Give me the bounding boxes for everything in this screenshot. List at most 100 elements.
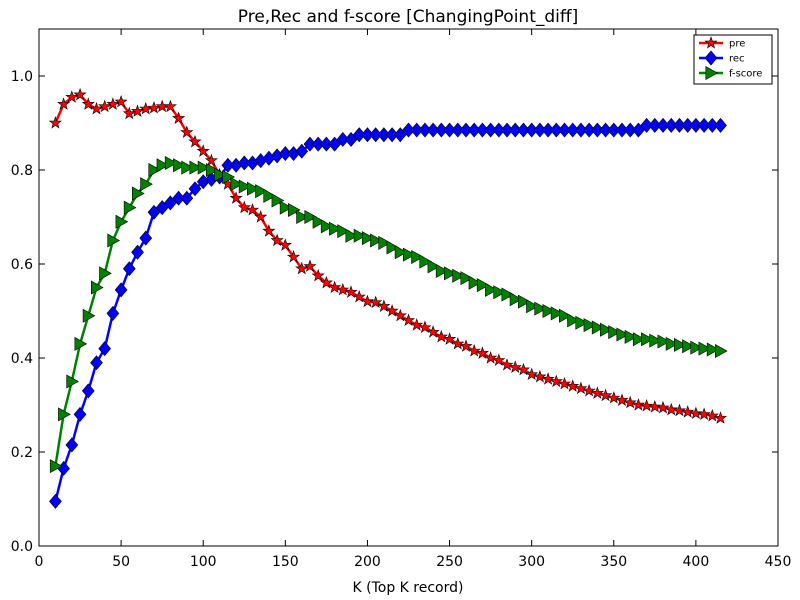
data-point-f-score [140, 177, 153, 192]
data-point-pre [656, 400, 670, 414]
y-tick-label: 0.0 [11, 539, 33, 555]
data-point-f-score [279, 200, 293, 215]
x-axis-label: K (Top K record) [353, 580, 464, 596]
x-tick-label: 50 [112, 554, 130, 570]
data-point-f-score [181, 160, 194, 175]
data-point-pre [615, 393, 629, 406]
data-point-pre [541, 372, 555, 385]
data-point-pre [648, 399, 662, 413]
data-point-f-score [411, 249, 424, 264]
data-point-pre [484, 351, 498, 364]
data-point-f-score [82, 308, 96, 323]
data-point-f-score [591, 320, 605, 335]
data-point-pre [574, 381, 588, 395]
data-point-pre [106, 97, 120, 110]
data-point-f-score [698, 341, 712, 356]
data-point-f-score [205, 162, 219, 178]
data-point-pre [566, 379, 580, 392]
data-point-rec [49, 493, 62, 509]
data-point-f-score [427, 259, 441, 274]
data-point-rec [131, 244, 144, 260]
data-point-f-score [550, 306, 564, 321]
data-point-f-score [690, 340, 704, 355]
x-tick-label: 100 [190, 554, 217, 570]
data-point-pre [459, 339, 473, 352]
data-point-rec [81, 383, 95, 399]
data-point-pre [557, 376, 572, 390]
data-point-f-score [296, 209, 309, 225]
data-point-pre [286, 250, 301, 263]
data-point-f-score [476, 278, 490, 293]
data-point-pre [549, 374, 563, 388]
data-point-pre [237, 200, 251, 214]
data-point-f-score [665, 336, 679, 351]
data-point-pre [631, 398, 645, 411]
x-tick-label: 150 [272, 554, 299, 570]
y-tick-label: 0.8 [11, 163, 33, 179]
data-point-f-score [115, 214, 129, 229]
data-point-f-score [107, 233, 121, 248]
data-point-f-score [197, 160, 211, 175]
data-point-pre [114, 94, 128, 108]
data-point-pre [319, 275, 333, 289]
data-point-pre [196, 144, 210, 157]
legend-label-rec: rec [729, 54, 745, 65]
data-point-pre [385, 304, 399, 317]
data-point-pre [89, 101, 104, 115]
x-tick-label: 0 [35, 554, 44, 570]
data-point-f-score [74, 336, 88, 351]
data-point-f-score [214, 167, 227, 182]
data-point-pre [352, 289, 366, 303]
data-point-pre [360, 294, 375, 308]
data-point-pre [689, 406, 703, 420]
data-point-pre [377, 299, 391, 312]
data-point-pre [254, 210, 268, 223]
data-point-f-score [501, 287, 515, 302]
data-point-f-score [468, 275, 482, 290]
data-point-pre [410, 318, 424, 331]
data-point-f-score [345, 228, 359, 243]
data-point-f-score [632, 332, 646, 347]
data-point-pre [295, 261, 309, 275]
data-point-f-score [189, 160, 203, 175]
data-point-pre [672, 403, 687, 417]
data-point-f-score [435, 264, 449, 279]
data-point-f-score [263, 188, 277, 203]
data-point-f-score [164, 155, 178, 170]
x-tick-label: 250 [436, 554, 463, 570]
data-point-f-score [419, 254, 433, 269]
data-point-rec [122, 261, 136, 277]
data-point-rec [188, 181, 202, 197]
ticks-layer: 0 50 100 150 200 250 300 350 400 450 0.0 0.2 0.4 0.6 0… [11, 29, 791, 570]
y-tick-label: 1.0 [11, 69, 33, 85]
data-point-f-score [452, 268, 465, 283]
data-point-f-score [329, 221, 342, 236]
plot-frame [38, 28, 779, 547]
y-tick-label: 0.6 [11, 257, 33, 273]
data-point-f-score [460, 271, 474, 286]
data-point-pre [599, 388, 613, 402]
data-point-pre [697, 407, 711, 421]
data-point-pre [401, 313, 416, 327]
data-point-pre [122, 106, 136, 120]
y-tick-label: 0.4 [11, 351, 33, 367]
data-point-f-score [583, 318, 597, 333]
data-point-pre [56, 97, 71, 110]
data-point-f-score [337, 224, 350, 239]
data-point-f-score [608, 325, 621, 340]
data-point-f-score [616, 327, 630, 342]
data-point-f-score [370, 233, 383, 248]
x-tick-label: 350 [600, 554, 627, 570]
data-point-f-score [123, 200, 137, 215]
data-point-pre [303, 259, 317, 272]
data-point-pre [311, 268, 325, 282]
data-point-rec [65, 437, 79, 453]
legend: pre rec f-score [693, 34, 773, 85]
data-point-f-score [657, 334, 671, 349]
data-point-rec [139, 230, 153, 246]
data-point-pre [607, 391, 621, 404]
data-point-pre [278, 238, 292, 251]
data-point-pre [582, 384, 596, 397]
data-point-rec [295, 143, 309, 159]
